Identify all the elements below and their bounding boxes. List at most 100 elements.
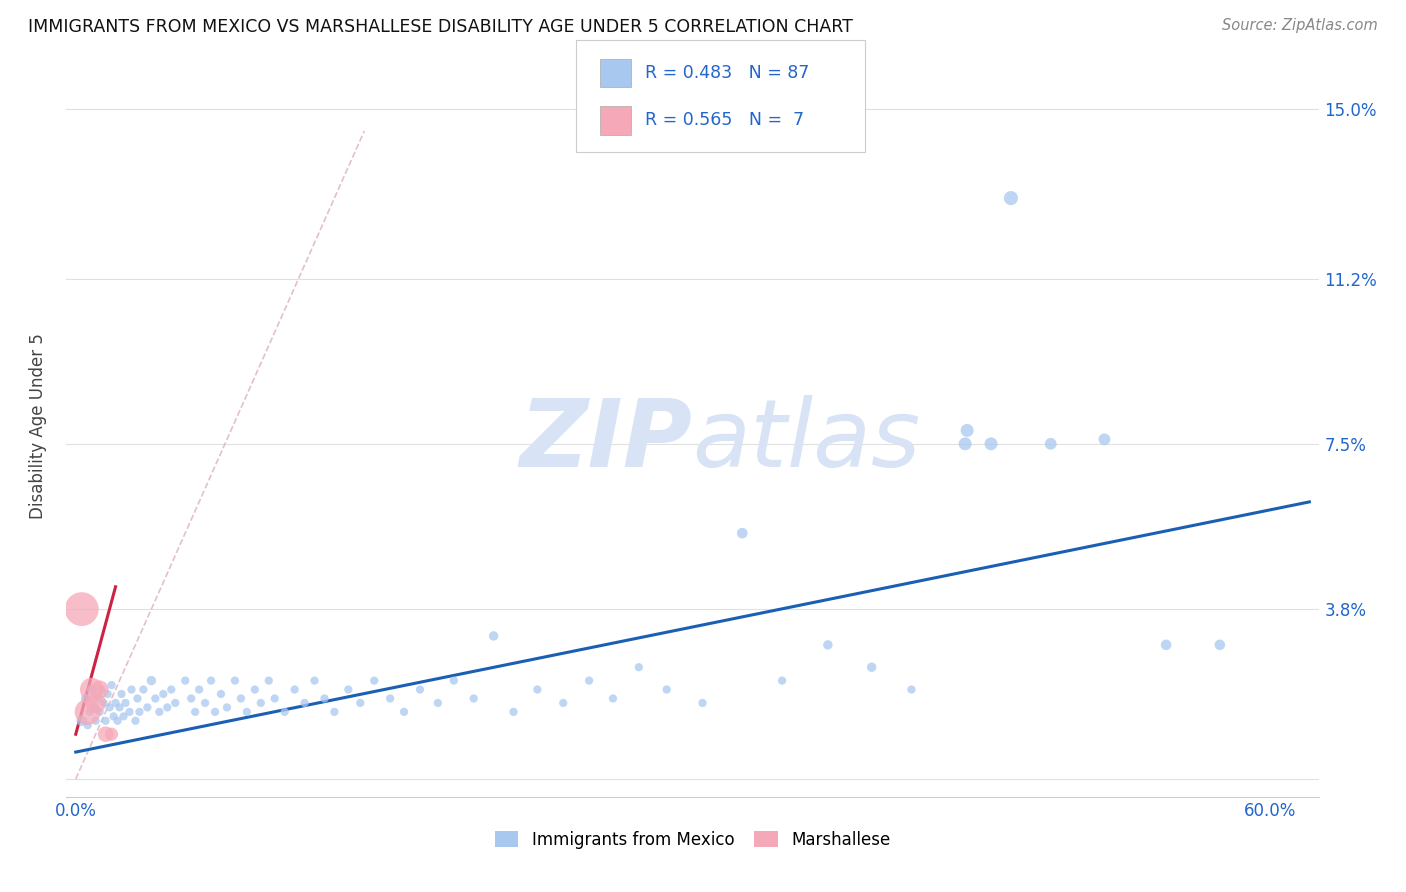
Point [502, 705, 524, 719]
Text: Source: ZipAtlas.com: Source: ZipAtlas.com [1222, 18, 1378, 33]
Point [97, 687, 120, 701]
Point [229, 691, 252, 706]
Point [98, 700, 121, 714]
Point [188, 682, 211, 697]
Point [194, 696, 217, 710]
Point [143, 691, 166, 706]
Point [980, 437, 1002, 451]
Point [204, 705, 226, 719]
Point [127, 691, 149, 706]
Point [70, 602, 93, 616]
Point [392, 705, 415, 719]
Point [349, 696, 371, 710]
Point [79, 705, 101, 719]
Point [236, 705, 259, 719]
Point [956, 424, 979, 438]
Point [817, 638, 839, 652]
Point [263, 691, 285, 706]
Point [249, 696, 271, 710]
Legend: Immigrants from Mexico, Marshallese: Immigrants from Mexico, Marshallese [488, 824, 897, 855]
Point [165, 696, 187, 710]
Point [107, 714, 129, 728]
Point [482, 629, 505, 643]
Point [1039, 437, 1062, 451]
Point [409, 682, 432, 697]
Point [953, 437, 976, 451]
Point [200, 673, 222, 688]
Point [84, 714, 107, 728]
Point [1000, 191, 1022, 205]
Point [94, 714, 117, 728]
Point [553, 696, 575, 710]
Point [304, 673, 326, 688]
Point [215, 700, 238, 714]
Point [76, 705, 98, 719]
Point [209, 687, 232, 701]
Point [243, 682, 266, 697]
Point [160, 682, 183, 697]
Point [273, 705, 295, 719]
Point [443, 673, 465, 688]
Point [89, 705, 111, 719]
Text: IMMIGRANTS FROM MEXICO VS MARSHALLESE DISABILITY AGE UNDER 5 CORRELATION CHART: IMMIGRANTS FROM MEXICO VS MARSHALLESE DI… [28, 18, 853, 36]
Point [860, 660, 883, 674]
Point [578, 673, 600, 688]
Point [121, 682, 143, 697]
Point [900, 682, 922, 697]
Point [100, 678, 122, 692]
Point [70, 714, 93, 728]
Point [141, 673, 163, 688]
Point [114, 696, 136, 710]
Point [363, 673, 385, 688]
Text: R = 0.483   N = 87: R = 0.483 N = 87 [645, 64, 810, 82]
Point [174, 673, 197, 688]
Point [152, 687, 174, 701]
Point [323, 705, 346, 719]
Point [1094, 433, 1116, 447]
Text: atlas: atlas [693, 395, 921, 486]
Point [83, 700, 105, 714]
Point [731, 526, 754, 541]
Point [314, 691, 336, 706]
Point [294, 696, 316, 710]
Point [93, 696, 115, 710]
Point [103, 709, 125, 723]
Point [108, 700, 131, 714]
Point [75, 691, 97, 706]
Point [132, 682, 155, 697]
Point [94, 727, 117, 741]
Point [89, 682, 111, 697]
Text: ZIP: ZIP [520, 395, 693, 487]
Point [90, 682, 112, 697]
Point [110, 687, 132, 701]
Point [602, 691, 624, 706]
Point [124, 714, 146, 728]
Point [112, 709, 135, 723]
Point [257, 673, 280, 688]
Point [1154, 638, 1177, 652]
Point [284, 682, 307, 697]
Point [80, 682, 103, 697]
Point [692, 696, 714, 710]
Point [148, 705, 170, 719]
Point [86, 691, 108, 706]
Point [76, 718, 98, 732]
Point [156, 700, 179, 714]
Point [136, 700, 159, 714]
Point [426, 696, 449, 710]
Point [770, 673, 793, 688]
Point [180, 691, 202, 706]
Point [80, 682, 103, 697]
Point [128, 705, 150, 719]
Point [104, 696, 127, 710]
Point [655, 682, 678, 697]
Point [224, 673, 246, 688]
Point [100, 727, 122, 741]
Point [1209, 638, 1232, 652]
Text: R = 0.565   N =  7: R = 0.565 N = 7 [645, 112, 804, 129]
Point [118, 705, 141, 719]
Point [627, 660, 650, 674]
Y-axis label: Disability Age Under 5: Disability Age Under 5 [30, 333, 46, 519]
Point [463, 691, 485, 706]
Point [378, 691, 401, 706]
